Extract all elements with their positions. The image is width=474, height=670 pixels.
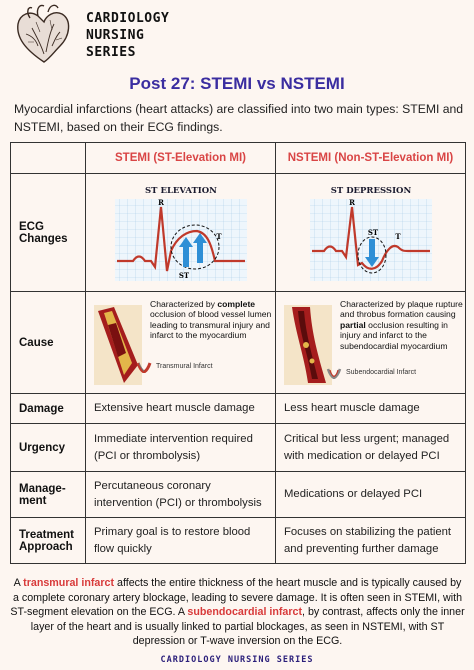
ecg-stemi-r-label: R — [158, 198, 164, 207]
row-label-ecg-line1: ECG — [19, 220, 44, 233]
highlight-subendocardial-infarct: subendocardial infarct — [187, 606, 303, 619]
row-label-treatment-line2: Approach — [19, 540, 73, 553]
ecg-nstemi-cell: ST DEPRESSION R T ST — [275, 173, 466, 292]
cause-stemi-text: Characterized by complete occlusion of b… — [150, 298, 272, 341]
footer-explanation: A transmural infarct affects the entire … — [10, 577, 465, 648]
damage-nstemi: Less heart muscle damage — [275, 393, 466, 424]
row-label-ecg: ECG Changes — [10, 173, 86, 292]
ecg-stemi-title: ST ELEVATION — [145, 186, 217, 196]
row-label-urgency: Urgency — [10, 423, 86, 472]
urgency-stemi: Immediate intervention required (PCI or … — [85, 423, 276, 472]
treatment-nstemi-line1: Focuses on stabilizing the patient — [284, 525, 452, 538]
intro-paragraph: Myocardial infarctions (heart attacks) a… — [14, 102, 464, 134]
cause-stemi-cell: Characterized by complete occlusion of b… — [85, 291, 276, 394]
partial-occlusion-vessel-image — [284, 304, 332, 385]
ecg-nstemi-t-label: T — [395, 232, 401, 241]
highlight-transmural-infarct: transmural infarct — [23, 577, 115, 589]
cause-nstemi-text: Characterized by plaque rupture and thro… — [340, 298, 463, 351]
cause-nstemi-cell: Characterized by plaque rupture and thro… — [275, 291, 466, 394]
treatment-nstemi-line2: and preventing further damage — [284, 542, 439, 555]
post-title: Post 27: STEMI vs NSTEMI — [129, 74, 345, 93]
transmural-infarct-icon — [136, 362, 152, 373]
table-row-damage: Damage Extensive heart muscle damage Les… — [10, 393, 466, 424]
cause-stemi-content: Characterized by complete occlusion of b… — [86, 295, 275, 391]
management-stemi: Percutaneous coronary intervention (PCI)… — [85, 471, 276, 518]
ecg-stemi-cell: ST ELEVATION R T ST — [85, 173, 276, 292]
series-title: CARDIOLOGY NURSING SERIES — [86, 10, 226, 61]
treatment-nstemi: Focuses on stabilizing the patient and p… — [275, 517, 466, 564]
st-elevation-ecg-diagram: ST ELEVATION R T ST — [114, 186, 247, 281]
ecg-nstemi-title: ST DEPRESSION — [330, 186, 411, 196]
row-label-management-line1: Manage- — [19, 482, 66, 495]
table-row-cause: Cause Characterized by complete occlusio… — [10, 291, 466, 394]
row-label-management-line2: ment — [19, 494, 47, 507]
subendocardial-infarct-icon — [326, 368, 342, 379]
series-title-line1: CARDIOLOGY — [86, 11, 170, 26]
series-title-line3: SERIES — [86, 45, 136, 60]
table-header-row: STEMI (ST-Elevation MI) NSTEMI (Non-ST-E… — [10, 142, 466, 174]
comparison-table: STEMI (ST-Elevation MI) NSTEMI (Non-ST-E… — [10, 142, 466, 564]
management-stemi-line1: Percutaneous coronary — [94, 479, 211, 492]
ecg-stemi-t-label: T — [216, 232, 222, 241]
st-depression-ecg-diagram: ST DEPRESSION R T ST — [309, 186, 432, 281]
row-label-treatment: Treatment Approach — [10, 517, 86, 564]
damage-stemi: Extensive heart muscle damage — [85, 393, 276, 424]
treatment-stemi-line1: Primary goal is to restore blood — [94, 525, 251, 538]
treatment-stemi-line2: flow quickly — [94, 542, 152, 555]
urgency-nstemi-line2: with medication or delayed PCI — [284, 449, 440, 462]
series-title-line2: NURSING — [86, 28, 145, 43]
row-label-cause: Cause — [10, 291, 86, 394]
ecg-stemi-st-label: ST — [178, 271, 189, 280]
row-label-damage: Damage — [10, 393, 86, 424]
subendocardial-infarct-label: Subendocardial Infarct — [346, 368, 417, 376]
footer-brand: CARDIOLOGY NURSING SERIES — [160, 655, 314, 665]
urgency-nstemi-line1: Critical but less urgent; managed — [284, 432, 450, 445]
anatomical-heart-logo — [17, 4, 70, 63]
management-nstemi: Medications or delayed PCI — [275, 471, 466, 518]
urgency-stemi-line2: (PCI or thrombolysis) — [94, 449, 201, 462]
row-label-management: Manage- ment — [10, 471, 86, 518]
treatment-stemi: Primary goal is to restore blood flow qu… — [85, 517, 276, 564]
cause-nstemi-content: Characterized by plaque rupture and thro… — [276, 295, 465, 391]
row-label-treatment-line1: Treatment — [19, 528, 74, 541]
table-header-empty — [10, 142, 86, 174]
column-header-nstemi: NSTEMI (Non-ST-Elevation MI) — [275, 142, 466, 174]
row-label-ecg-line2: Changes — [19, 232, 68, 245]
management-stemi-line2: intervention (PCI) or thrombolysis — [94, 496, 262, 509]
transmural-infarct-label: Transmural Infarct — [156, 362, 213, 370]
table-row-ecg: ECG Changes ST ELEVATION R T ST — [10, 173, 466, 292]
ecg-nstemi-r-label: R — [349, 198, 355, 207]
urgency-nstemi: Critical but less urgent; managed with m… — [275, 423, 466, 472]
series-header: CARDIOLOGY NURSING SERIES — [0, 0, 474, 70]
complete-occlusion-vessel-image — [94, 304, 142, 385]
urgency-stemi-line1: Immediate intervention required — [94, 432, 253, 445]
table-row-urgency: Urgency Immediate intervention required … — [10, 423, 466, 472]
table-row-treatment: Treatment Approach Primary goal is to re… — [10, 517, 466, 564]
table-row-management: Manage- ment Percutaneous coronary inter… — [10, 471, 466, 518]
ecg-nstemi-st-label: ST — [367, 228, 378, 237]
column-header-stemi: STEMI (ST-Elevation MI) — [85, 142, 276, 174]
